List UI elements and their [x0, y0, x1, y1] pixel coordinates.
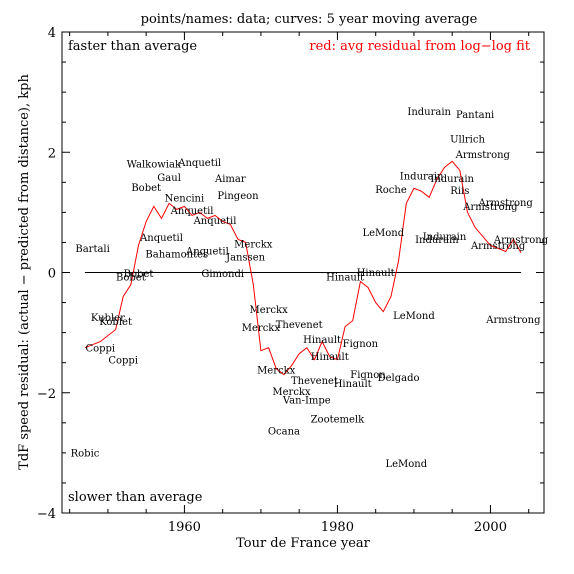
rider-point: Armstrong: [455, 150, 511, 161]
rider-point: Armstrong: [493, 235, 549, 246]
rider-point: Armstrong: [462, 202, 518, 213]
rider-point: Pantani: [456, 110, 494, 121]
y-tick-label: 0: [48, 267, 56, 282]
rider-point: Pingeon: [217, 191, 259, 202]
rider-point: Robic: [71, 448, 100, 459]
rider-point: Thevenet: [291, 376, 338, 387]
axis-tick-labels: 1960 1980 2000 −4 −2 0 2 4: [37, 26, 507, 535]
rider-point: Thevenet: [276, 320, 323, 331]
rider-point: Nencini: [165, 193, 205, 204]
y-tick-label: −2: [37, 387, 56, 402]
rider-point: Indurain: [407, 107, 451, 118]
rider-point: Coppi: [108, 356, 138, 367]
rider-point: Anquetil: [177, 158, 221, 169]
rider-point: Bobet: [124, 269, 154, 280]
rider-point: Aimar: [214, 174, 246, 185]
rider-point: Merckx: [234, 240, 273, 251]
rider-point: Koblet: [99, 317, 132, 328]
rider-point: Armstrong: [478, 198, 534, 209]
axis-ticks: [62, 31, 544, 514]
rider-point: Janssen: [225, 252, 266, 263]
y-axis-label: TdF speed residual: (actual − predicted …: [17, 74, 32, 470]
rider-point: Gimondi: [201, 269, 244, 280]
rider-point: Ocana: [268, 427, 300, 438]
y-tick-label: −4: [37, 507, 56, 522]
rider-points: RobicBartaliCoppiKublerKobletCoppiBobetB…: [71, 107, 549, 470]
rider-point: Coppi: [85, 344, 115, 355]
rider-point: Merckx: [242, 323, 281, 334]
rider-point: Hinault: [357, 268, 395, 279]
annotation-red-legend: red: avg residual from log−log fit: [309, 39, 530, 54]
y-tick-label: 2: [48, 146, 56, 161]
rider-point: Bobet: [131, 183, 161, 194]
rider-point: Walkowiak: [127, 160, 182, 171]
rider-point: Anquetil: [185, 246, 229, 257]
rider-point: LeMond: [362, 228, 404, 239]
rider-point: Armstrong: [485, 315, 541, 326]
rider-point: Hinault: [311, 352, 349, 363]
rider-point: Hinault: [326, 273, 364, 284]
annotation-slower: slower than average: [68, 490, 203, 505]
rider-point: Zootemelk: [311, 415, 366, 426]
rider-point: Anquetil: [139, 233, 183, 244]
rider-point: Armstrong: [470, 241, 526, 252]
annotation-faster: faster than average: [68, 39, 197, 54]
rider-point: Indurain: [415, 235, 459, 246]
rider-point: Merckx: [249, 305, 288, 316]
rider-point: Indurain: [430, 174, 474, 185]
rider-point: Merckx: [257, 365, 296, 376]
chart-title: points/names: data; curves: 5 year movin…: [141, 12, 478, 27]
rider-point: Indurain: [400, 172, 444, 183]
rider-point: Fignon: [343, 339, 379, 350]
rider-point: Kubler: [91, 313, 125, 324]
rider-point: Indurain: [423, 232, 467, 243]
rider-point: Riis: [450, 186, 469, 197]
y-tick-label: 4: [48, 26, 56, 41]
x-axis-label: Tour de France year: [236, 536, 371, 551]
rider-point: Ullrich: [450, 134, 485, 145]
rider-point: Anquetil: [170, 206, 214, 217]
rider-point: Hinault: [334, 379, 372, 390]
rider-point: Fignon: [350, 370, 386, 381]
rider-point: Bahamontes: [145, 249, 208, 260]
rider-point: Bobet: [116, 273, 146, 284]
rider-point: Roche: [375, 185, 407, 196]
rider-point: Van-Impe: [282, 395, 331, 406]
x-tick-label: 2000: [474, 520, 507, 535]
rider-point: Gaul: [157, 173, 181, 184]
rider-point: LeMond: [393, 311, 435, 322]
x-tick-label: 1960: [168, 520, 201, 535]
rider-point: LeMond: [385, 459, 427, 470]
rider-point: Hinault: [303, 335, 341, 346]
rider-point: Anquetil: [193, 216, 237, 227]
moving-average-curve: [84, 160, 522, 376]
rider-point: Merckx: [272, 387, 311, 398]
rider-point: Delgado: [378, 373, 420, 384]
rider-point: Bartali: [75, 244, 109, 255]
x-tick-label: 1980: [321, 520, 354, 535]
